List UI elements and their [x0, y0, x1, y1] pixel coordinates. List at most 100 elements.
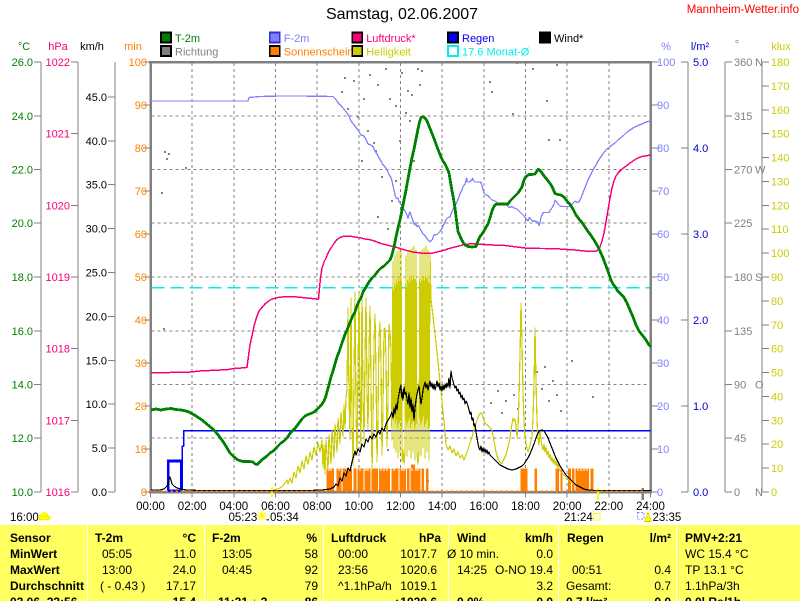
- svg-text:N: N: [755, 57, 763, 69]
- svg-text:50: 50: [657, 272, 669, 284]
- svg-text:12.0: 12.0: [12, 433, 33, 445]
- svg-text:10.0: 10.0: [12, 487, 33, 499]
- svg-text:0: 0: [734, 487, 740, 499]
- svg-text:24:00: 24:00: [636, 501, 665, 513]
- svg-text:S: S: [755, 272, 762, 284]
- svg-text:02:00: 02:00: [178, 501, 207, 513]
- svg-text:1022: 1022: [46, 57, 70, 69]
- svg-text:21:24: 21:24: [564, 512, 593, 524]
- svg-text:klux: klux: [771, 41, 791, 53]
- svg-text:18.0: 18.0: [12, 272, 33, 284]
- svg-text:135: 135: [734, 326, 752, 338]
- svg-text:40.0: 40.0: [86, 136, 107, 148]
- svg-text:5.0: 5.0: [92, 443, 107, 455]
- svg-text:70: 70: [135, 186, 147, 198]
- svg-text:l/m²: l/m²: [691, 41, 710, 53]
- svg-text:06:00: 06:00: [261, 501, 290, 513]
- svg-text:170: 170: [771, 81, 789, 93]
- svg-text:17.6 Monat-Ø: 17.6 Monat-Ø: [462, 47, 530, 59]
- svg-text:0.0: 0.0: [693, 487, 708, 499]
- svg-text:4.0: 4.0: [693, 143, 708, 155]
- svg-text:1.0: 1.0: [693, 401, 708, 413]
- svg-text:180: 180: [771, 57, 789, 69]
- svg-text:160: 160: [771, 105, 789, 117]
- svg-text:F-2m: F-2m: [284, 33, 310, 45]
- svg-text:30.0: 30.0: [86, 224, 107, 236]
- svg-text:18:00: 18:00: [511, 501, 540, 513]
- svg-text:20.0: 20.0: [86, 311, 107, 323]
- svg-text:20: 20: [135, 401, 147, 413]
- svg-text:12:00: 12:00: [386, 501, 415, 513]
- svg-text:Sonnenschein: Sonnenschein: [284, 47, 354, 59]
- svg-text:90: 90: [135, 100, 147, 112]
- svg-text:Helligkeit: Helligkeit: [366, 47, 411, 59]
- svg-text:min: min: [124, 41, 142, 53]
- svg-text:270: 270: [734, 165, 752, 177]
- svg-text:70: 70: [771, 320, 783, 332]
- svg-text:100: 100: [129, 57, 147, 69]
- svg-text:80: 80: [657, 143, 669, 155]
- svg-text:50: 50: [135, 272, 147, 284]
- svg-text:15.0: 15.0: [86, 355, 107, 367]
- svg-text:Mannheim-Wetter.info: Mannheim-Wetter.info: [687, 4, 799, 16]
- svg-text:0: 0: [141, 487, 147, 499]
- svg-text:30: 30: [135, 358, 147, 370]
- svg-text:40: 40: [771, 391, 783, 403]
- svg-text:T-2m: T-2m: [175, 33, 200, 45]
- svg-text:22:00: 22:00: [594, 501, 623, 513]
- svg-text:0.0: 0.0: [92, 487, 107, 499]
- svg-text:315: 315: [734, 111, 752, 123]
- svg-text:05:34: 05:34: [270, 512, 299, 524]
- svg-text:05:23: 05:23: [229, 512, 258, 524]
- svg-text:Samstag, 02.06.2007: Samstag, 02.06.2007: [326, 6, 478, 23]
- svg-text:hPa: hPa: [48, 41, 68, 53]
- svg-text:Wind*: Wind*: [554, 33, 584, 45]
- svg-text:16:00: 16:00: [10, 512, 39, 524]
- svg-text:30: 30: [657, 358, 669, 370]
- svg-text:150: 150: [771, 129, 789, 141]
- svg-text:20.0: 20.0: [12, 218, 33, 230]
- svg-text:1018: 1018: [46, 344, 70, 356]
- svg-text:140: 140: [771, 153, 789, 165]
- svg-text:40: 40: [135, 315, 147, 327]
- svg-text:1019: 1019: [46, 272, 70, 284]
- svg-text:0: 0: [771, 487, 777, 499]
- svg-text:60: 60: [657, 229, 669, 241]
- svg-text:1021: 1021: [46, 129, 70, 141]
- svg-text:60: 60: [135, 229, 147, 241]
- svg-text:130: 130: [771, 176, 789, 188]
- svg-text:360: 360: [734, 57, 752, 69]
- svg-text:O: O: [755, 380, 764, 392]
- svg-text:50: 50: [771, 368, 783, 380]
- svg-text:80: 80: [771, 296, 783, 308]
- svg-text:100: 100: [771, 248, 789, 260]
- svg-text:10:00: 10:00: [344, 501, 373, 513]
- svg-text:45: 45: [734, 433, 746, 445]
- svg-text:Luftdruck*: Luftdruck*: [366, 33, 416, 45]
- svg-text:1016: 1016: [46, 487, 70, 499]
- svg-text:20: 20: [771, 439, 783, 451]
- svg-text:90: 90: [771, 272, 783, 284]
- svg-text:20:00: 20:00: [553, 501, 582, 513]
- svg-text:24.0: 24.0: [12, 111, 33, 123]
- svg-text:10: 10: [771, 463, 783, 475]
- svg-text:225: 225: [734, 218, 752, 230]
- svg-text:22.0: 22.0: [12, 165, 33, 177]
- svg-text:W: W: [755, 165, 766, 177]
- svg-text:Richtung: Richtung: [175, 47, 218, 59]
- svg-text:16:00: 16:00: [469, 501, 498, 513]
- svg-text:16.0: 16.0: [12, 326, 33, 338]
- svg-text:N: N: [755, 487, 763, 499]
- svg-text:Regen: Regen: [462, 33, 494, 45]
- svg-text:25.0: 25.0: [86, 268, 107, 280]
- svg-text:10.0: 10.0: [86, 399, 107, 411]
- svg-text:40: 40: [657, 315, 669, 327]
- svg-text:45.0: 45.0: [86, 92, 107, 104]
- svg-text:23:35: 23:35: [653, 512, 682, 524]
- svg-text:04:00: 04:00: [219, 501, 248, 513]
- svg-text:80: 80: [135, 143, 147, 155]
- svg-text:120: 120: [771, 200, 789, 212]
- svg-text:20: 20: [657, 401, 669, 413]
- svg-text:00:00: 00:00: [136, 501, 165, 513]
- svg-text:180: 180: [734, 272, 752, 284]
